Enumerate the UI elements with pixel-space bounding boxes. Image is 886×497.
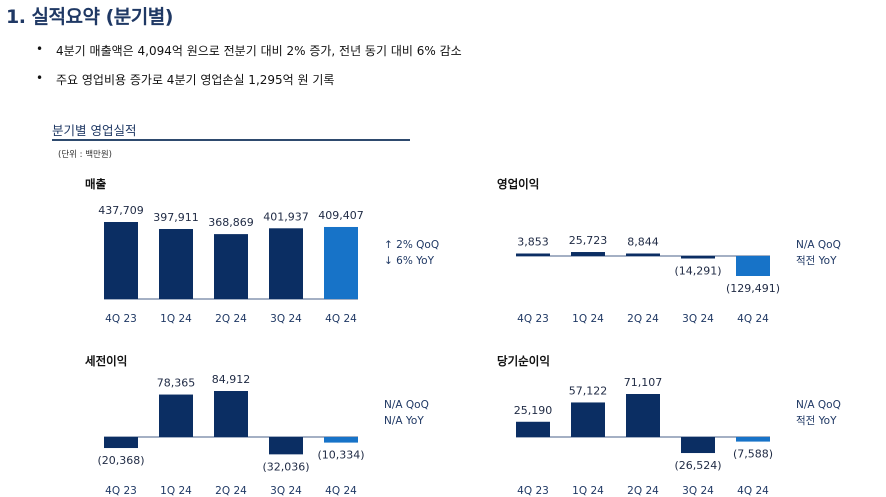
yoy-note: 적전 YoY xyxy=(796,255,837,267)
bar xyxy=(159,229,193,299)
category-label: 2Q 24 xyxy=(627,313,659,325)
category-label: 4Q 24 xyxy=(737,313,769,325)
chart-note-pretax-income: N/A QoQ N/A YoY xyxy=(384,397,429,429)
bar xyxy=(571,252,605,256)
bar xyxy=(104,437,138,449)
data-label: 57,122 xyxy=(569,384,608,397)
data-label: (32,036) xyxy=(262,460,309,473)
category-label: 3Q 24 xyxy=(270,485,302,497)
category-label: 4Q 24 xyxy=(325,485,357,497)
chart-note-net-income: N/A QoQ 적전 YoY xyxy=(796,397,841,429)
unit-label: (단위 : 백만원) xyxy=(58,150,113,160)
data-label: 3,853 xyxy=(517,236,549,249)
bar xyxy=(736,437,770,442)
bullet-dot: • xyxy=(36,71,44,85)
chart-title-net-income: 당기순이익 xyxy=(497,354,550,368)
qoq-note: N/A QoQ xyxy=(384,399,429,411)
bar xyxy=(214,234,248,299)
data-label: 437,709 xyxy=(98,204,144,217)
section-divider xyxy=(52,139,410,141)
category-label: 4Q 24 xyxy=(737,485,769,497)
category-label: 4Q 24 xyxy=(325,313,357,325)
bar xyxy=(681,437,715,454)
bar xyxy=(104,222,138,299)
data-label: 25,723 xyxy=(569,234,608,247)
category-label: 1Q 24 xyxy=(572,485,604,497)
data-label: 368,869 xyxy=(208,216,254,229)
data-label: 397,911 xyxy=(153,211,199,224)
bar xyxy=(324,437,358,443)
yoy-note: 적전 YoY xyxy=(796,415,837,427)
bar xyxy=(324,226,358,299)
bar xyxy=(159,394,193,437)
bullet-text: 주요 영업비용 증가로 4분기 영업손실 1,295억 원 기록 xyxy=(56,73,335,87)
category-label: 1Q 24 xyxy=(572,313,604,325)
category-label: 1Q 24 xyxy=(160,485,192,497)
bar xyxy=(626,394,660,437)
chart-2: (20,368) 4Q 23 78,365 1Q 24 84,912 2Q 24 (32,0… xyxy=(97,373,364,497)
data-label: 409,407 xyxy=(318,209,364,222)
data-label: 78,365 xyxy=(157,377,196,390)
data-label: 71,107 xyxy=(624,376,663,389)
bar xyxy=(269,437,303,455)
data-label: (26,524) xyxy=(674,459,721,472)
category-label: 2Q 24 xyxy=(215,313,247,325)
bar xyxy=(681,256,715,259)
category-label: 4Q 23 xyxy=(105,485,137,497)
section-title: 분기별 영업실적 xyxy=(52,123,137,138)
bullet-dot: • xyxy=(36,42,44,56)
data-label: 25,190 xyxy=(514,404,553,417)
bar xyxy=(626,253,660,256)
qoq-note: N/A QoQ xyxy=(796,239,841,251)
category-label: 4Q 23 xyxy=(105,313,137,325)
category-label: 3Q 24 xyxy=(682,485,714,497)
chart-0: 437,709 4Q 23 397,911 1Q 24 368,869 2Q 24 401,… xyxy=(98,204,364,325)
category-label: 3Q 24 xyxy=(682,313,714,325)
bullet-text: 4분기 매출액은 4,094억 원으로 전분기 대비 2% 증가, 전년 동기 … xyxy=(56,44,462,58)
page-title: 1. 실적요약 (분기별) xyxy=(6,6,173,28)
chart-title-pretax-income: 세전이익 xyxy=(85,354,128,368)
bar xyxy=(516,421,550,437)
category-label: 2Q 24 xyxy=(627,485,659,497)
chart-3: 25,190 4Q 23 57,122 1Q 24 71,107 2Q 24 (26,524… xyxy=(514,376,773,497)
data-label: 401,937 xyxy=(263,210,309,223)
data-label: 8,844 xyxy=(627,236,659,249)
data-label: (129,491) xyxy=(726,282,780,295)
category-label: 1Q 24 xyxy=(160,313,192,325)
chart-title-operating-income: 영업이익 xyxy=(497,177,540,191)
yoy-note: N/A YoY xyxy=(384,415,424,427)
chart-note-operating-income: N/A QoQ 적전 YoY xyxy=(796,237,841,269)
chart-1: 3,853 4Q 23 25,723 1Q 24 8,844 2Q 24 (14,291) 3… xyxy=(516,234,780,325)
category-label: 4Q 23 xyxy=(517,313,549,325)
chart-note-revenue: ↑ 2% QoQ ↓ 6% YoY xyxy=(384,237,439,269)
data-label: (10,334) xyxy=(317,449,364,462)
bar xyxy=(516,253,550,256)
data-label: 84,912 xyxy=(212,373,251,386)
qoq-note: ↑ 2% QoQ xyxy=(384,239,440,251)
yoy-note: ↓ 6% YoY xyxy=(384,255,434,267)
chart-title-revenue: 매출 xyxy=(85,177,107,191)
category-label: 4Q 23 xyxy=(517,485,549,497)
bar xyxy=(269,228,303,299)
category-label: 2Q 24 xyxy=(215,485,247,497)
bar xyxy=(571,402,605,437)
bar xyxy=(214,391,248,437)
qoq-note: N/A QoQ xyxy=(796,399,841,411)
data-label: (7,588) xyxy=(733,448,773,461)
data-label: (20,368) xyxy=(97,454,144,467)
data-label: (14,291) xyxy=(674,265,721,278)
bar xyxy=(736,256,770,276)
category-label: 3Q 24 xyxy=(270,313,302,325)
